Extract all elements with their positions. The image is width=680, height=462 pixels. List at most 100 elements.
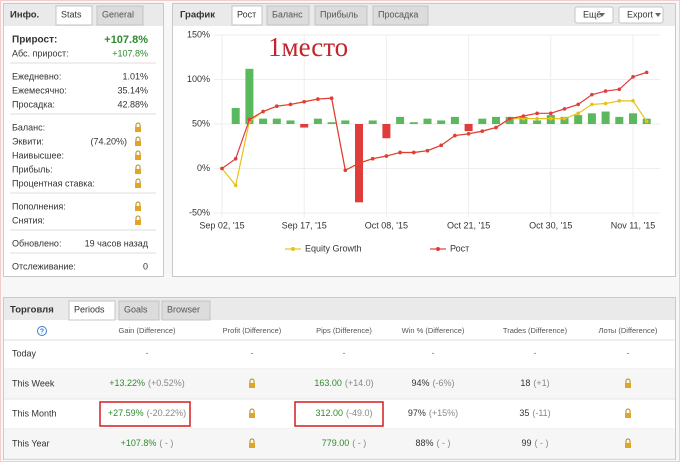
x-tick-label: Oct 30, '15 [529, 220, 572, 230]
tab[interactable] [372, 5, 429, 26]
bar [587, 113, 596, 124]
cell: 99 ( - ) [521, 438, 548, 448]
cell-main: - [627, 348, 630, 358]
point [631, 99, 635, 103]
tab-label[interactable]: Browser [167, 304, 200, 314]
row-shade [4, 369, 675, 399]
row-label: Today [12, 348, 37, 358]
cell-main: 312.00 [315, 408, 343, 418]
cell-main: 94% [411, 378, 429, 388]
cell-diff: (+1) [533, 378, 549, 388]
row-shade [4, 429, 675, 459]
tab[interactable] [96, 5, 144, 26]
lock-body [249, 443, 255, 448]
button[interactable] [618, 6, 664, 24]
highlight-box [294, 401, 384, 427]
cell-main: - [146, 348, 149, 358]
point [288, 102, 293, 107]
tab-label[interactable]: Periods [74, 304, 105, 314]
lock-body [135, 183, 141, 188]
lock-icon [135, 150, 141, 160]
y-tick-label: 0% [197, 163, 210, 173]
dropdown-arrow[interactable] [599, 13, 605, 17]
cell-main: 779.00 [322, 438, 350, 448]
button-label[interactable]: Ещё [583, 9, 601, 19]
tab-label[interactable]: Прибыль [320, 9, 358, 19]
cell-main: 88% [415, 438, 433, 448]
info-value: 42.88% [117, 99, 148, 109]
point [535, 116, 539, 121]
info-label: Абс. прирост: [12, 48, 69, 58]
tab[interactable] [55, 5, 93, 26]
tab-label[interactable]: Рост [237, 9, 256, 19]
info-label: Просадка: [12, 99, 55, 109]
cell-diff: (+15%) [429, 408, 458, 418]
tab[interactable] [118, 300, 160, 321]
info-panel [3, 3, 164, 277]
highlight-box [99, 401, 191, 427]
lock-icon [135, 201, 141, 211]
point [412, 150, 416, 155]
bar [450, 116, 459, 124]
tab-label[interactable]: Goals [124, 304, 148, 314]
point [329, 96, 334, 100]
help-icon[interactable] [37, 326, 47, 336]
bar [368, 120, 377, 124]
tab[interactable] [68, 300, 116, 321]
cell-main: - [534, 348, 537, 358]
tab[interactable] [314, 5, 368, 26]
y-tick-label: 100% [187, 74, 210, 84]
button[interactable] [574, 6, 614, 24]
bar [396, 116, 405, 124]
point [617, 99, 622, 103]
cell-main: 18 [520, 378, 530, 388]
tab[interactable] [161, 300, 211, 321]
lock-body [135, 169, 141, 174]
point [603, 89, 608, 93]
bar [533, 120, 542, 124]
lock-shackle [135, 215, 141, 220]
tab[interactable] [231, 5, 263, 26]
cell-diff: ( - ) [535, 438, 549, 448]
cell: 88% ( - ) [415, 438, 450, 448]
tab-label[interactable]: Просадка [378, 9, 418, 19]
point [425, 148, 430, 153]
point [603, 101, 608, 106]
x-tick-label: Sep 17, '15 [282, 220, 327, 230]
cell-diff: (+0.52%) [148, 378, 185, 388]
dropdown-arrow[interactable] [655, 13, 661, 17]
cell-main: - [343, 348, 346, 358]
info-label: Снятия: [12, 215, 45, 225]
lock-shackle [135, 122, 141, 127]
info-value: +107.8% [112, 48, 148, 58]
row-label: This Week [12, 378, 55, 388]
point [521, 116, 526, 121]
point [370, 156, 375, 161]
lock-shackle [625, 378, 631, 383]
cell: +107.8%( - ) [121, 438, 174, 448]
tab-label[interactable]: Баланс [272, 9, 303, 19]
cell-diff: ( - ) [352, 438, 366, 448]
point [590, 92, 594, 97]
point [507, 116, 512, 121]
info-label: Наивысшее: [12, 150, 64, 160]
bar [615, 116, 624, 124]
cell-main: +13.22% [109, 378, 145, 388]
point [233, 183, 238, 188]
tab-label[interactable]: Stats [61, 9, 82, 19]
lock-icon [249, 378, 255, 388]
lock-shackle [135, 201, 141, 206]
point [439, 143, 444, 148]
info-value: 0 [143, 261, 148, 271]
tab-label[interactable]: General [102, 9, 134, 19]
tab[interactable] [266, 5, 310, 26]
point [233, 156, 238, 161]
lock-body [249, 383, 255, 388]
point [247, 117, 252, 122]
cell-diff: ( - ) [437, 438, 451, 448]
row-label: This Month [12, 408, 57, 418]
button-label[interactable]: Export [627, 9, 654, 19]
lock-shackle [135, 136, 141, 141]
cell-main: +107.8% [121, 438, 157, 448]
column-header: Win % (Difference) [402, 326, 465, 335]
